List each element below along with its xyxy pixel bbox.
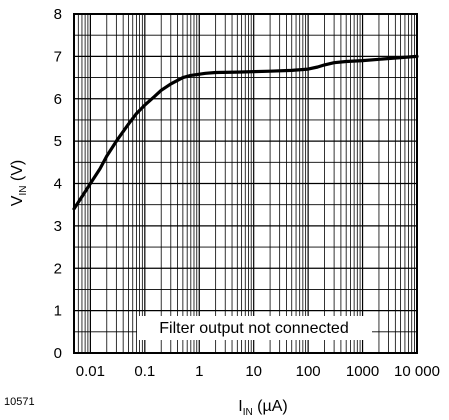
series-line — [72, 54, 419, 211]
y-axis-label-main: V — [9, 195, 26, 206]
annotation-background — [137, 316, 372, 340]
y-tick-label: 3 — [54, 218, 62, 235]
x-axis-label-sub: IN — [243, 407, 253, 418]
y-axis-label: VIN (V) — [9, 160, 29, 206]
annotation-filter-output: Filter output not connected — [159, 320, 348, 337]
figure-id: 10571 — [4, 396, 35, 408]
x-tick-label: 1000 — [346, 363, 379, 380]
x-tick-labels: 0.01 0.1 1 10 100 1000 10 000 — [76, 363, 440, 380]
x-tick-label: 100 — [296, 363, 321, 380]
x-tick-label: 10 000 — [394, 363, 440, 380]
x-tick-label: 0.01 — [76, 363, 105, 380]
x-tick-label: 1 — [195, 363, 203, 380]
x-tick-label: 0.1 — [134, 363, 155, 380]
x-axis-label: IIN (µA) — [238, 398, 287, 418]
y-axis-label-sub: IN — [18, 186, 29, 196]
y-axis-label-unit: (V) — [9, 160, 26, 186]
y-tick-label: 6 — [54, 91, 62, 108]
y-tick-label: 2 — [54, 260, 62, 277]
grid — [73, 13, 418, 354]
y-tick-label: 5 — [54, 133, 62, 150]
x-tick-label: 10 — [245, 363, 262, 380]
y-tick-labels: 0 1 2 3 4 5 6 7 8 — [54, 6, 62, 362]
series-layer — [72, 54, 419, 211]
y-tick-label: 4 — [54, 176, 62, 193]
x-axis-label-main: I — [238, 398, 242, 415]
plot-frame — [73, 13, 418, 354]
y-tick-label: 8 — [54, 6, 62, 23]
x-axis-label-unit: (µA) — [253, 398, 288, 415]
y-tick-label: 7 — [54, 48, 62, 65]
y-tick-label: 0 — [54, 345, 62, 362]
y-tick-label: 1 — [54, 303, 62, 320]
